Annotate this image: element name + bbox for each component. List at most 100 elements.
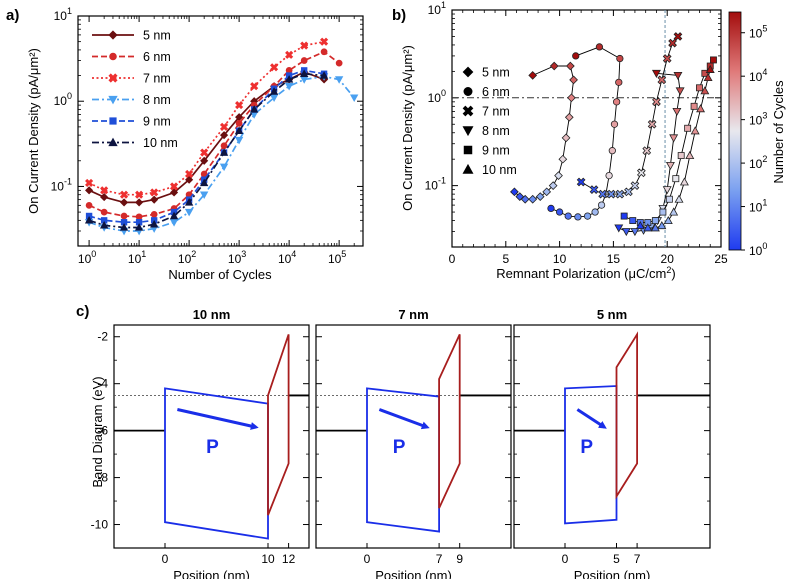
- polarization-label: P: [206, 437, 219, 458]
- panel-a-x-tick-label: 104: [278, 249, 296, 266]
- ferroelectric-band: [164, 387, 269, 540]
- panel-a-legend-label: 9 nm: [143, 115, 171, 129]
- panel-b-legend-label: 9 nm: [482, 144, 510, 158]
- panel-c-ylabel: Band Diagram (eV): [90, 376, 105, 487]
- band-diagram-title: 10 nm: [193, 307, 231, 322]
- panel-a-data-point: [169, 219, 179, 227]
- colorbar-tick-label: 105: [749, 24, 767, 41]
- panel-a-data-point: [270, 63, 279, 72]
- band-diagram-x-tick-label: 9: [456, 552, 463, 566]
- panel-b-y-tick-label: 100: [428, 88, 446, 105]
- panel-b-legend-marker: [462, 66, 474, 78]
- panel-b-data-point: [528, 194, 538, 204]
- panel-a-data-point: [250, 82, 259, 91]
- panel-b-series-line: [550, 46, 621, 218]
- panel-b-x-tick-label: 15: [607, 252, 621, 266]
- panel-a-x-tick-label: 100: [78, 249, 96, 266]
- panel-a-data-point: [219, 163, 229, 172]
- panel-b-data-point: [589, 185, 599, 195]
- band-diagram-x-tick-label: 10: [261, 552, 275, 566]
- panel-a-data-point: [199, 178, 209, 187]
- panel-a-data-point: [85, 201, 93, 209]
- panel-b-data-point: [621, 228, 631, 237]
- panel-b-data-point: [569, 75, 578, 85]
- panel-b-data-point: [549, 61, 559, 71]
- colorbar-ticks: 100 101 102 103 104 105: [741, 24, 767, 258]
- panel-b-data-point: [705, 64, 715, 73]
- dielectric-band: [438, 334, 461, 509]
- panel-b-series-line: [514, 65, 575, 200]
- panel-b-ticks: 0 5 10 15 20 25 10-1 100 101: [425, 0, 728, 266]
- panel-b-data-point: [674, 194, 684, 203]
- band-diagram-x-tick-label: 5: [613, 552, 620, 566]
- panel-b-legend-label: 8 nm: [482, 124, 510, 138]
- panel-a-data-point: [220, 142, 228, 150]
- ferroelectric-band: [564, 385, 618, 525]
- band-diagram-frame: [513, 324, 711, 549]
- panel-b-data-point: [700, 86, 710, 95]
- band-diagram-xlabel: Position (nm): [173, 568, 250, 579]
- panel-a-data-point: [300, 57, 308, 64]
- panel-a-data-point: [85, 186, 94, 195]
- panel-a-data-point: [135, 198, 144, 207]
- panel-b-data-point: [547, 204, 555, 213]
- panel-b-data-point: [690, 102, 698, 110]
- panel-b-data-point: [630, 181, 640, 190]
- panel-b-x-tick-label: 0: [449, 252, 456, 266]
- panel-b-data-point: [672, 175, 680, 183]
- panel-b-y-tick-label: 10-1: [425, 176, 446, 193]
- panel-b-data-point: [673, 71, 683, 81]
- panel-a-legend-label: 6 nm: [143, 50, 171, 64]
- panel-a-data-point: [300, 41, 309, 50]
- panel-b-x-tick-label: 20: [661, 252, 675, 266]
- panel-b-data-point: [635, 221, 645, 230]
- panel-b-data-point: [528, 71, 538, 80]
- panel-a-data-point: [169, 211, 179, 220]
- band-diagram-x-tick-label: 0: [364, 552, 371, 566]
- panel-b-data-point: [610, 120, 619, 128]
- panel-b-data-point: [685, 150, 695, 159]
- colorbar-tick-label: 100: [749, 241, 767, 258]
- panel-a-data-point: [120, 212, 128, 220]
- colorbar-tick-label: 101: [749, 198, 767, 215]
- panel-a-series-line: [88, 40, 325, 196]
- panel-b-legend-label: 10 nm: [482, 163, 517, 177]
- panel-a-data-point: [300, 69, 309, 77]
- panel-a-data-point: [184, 198, 194, 206]
- band-diagram-frame: [113, 324, 310, 549]
- panel-a-legend-label: 8 nm: [143, 93, 171, 107]
- panel-b-data-point: [535, 192, 545, 201]
- panel-b-data-point: [643, 223, 653, 232]
- panel-c-y-tick-label: -4: [97, 377, 108, 391]
- panel-a-data-point: [285, 50, 294, 59]
- panel-a-data-point: [219, 148, 229, 156]
- panel-b-data-point: [652, 97, 661, 107]
- panel-b-data-point: [608, 147, 616, 155]
- panel-a-x-tick-label: 105: [328, 249, 346, 266]
- panel-a-data-point: [100, 208, 108, 216]
- panel-b-data-point: [669, 134, 679, 143]
- panel-c-y-tick-label: -10: [91, 518, 109, 532]
- panel-a-legend-marker: [108, 137, 118, 147]
- panel-a-data-point: [320, 48, 328, 56]
- panel-b-xlabel: Remnant Polarization (μC/cm2): [496, 265, 675, 281]
- polarization-arrow: [378, 408, 430, 430]
- panel-b-data-point: [710, 56, 717, 64]
- panel-c-y-tick-label: -8: [97, 471, 108, 485]
- panel-b-data-point: [679, 177, 689, 186]
- panel-a-data-point: [199, 191, 209, 200]
- panel-a-data-point: [100, 186, 109, 195]
- panel-b-data-point: [659, 208, 667, 216]
- panel-b-data-point: [642, 146, 652, 156]
- panel-a-data-point: [84, 216, 94, 224]
- panel-a-data-point: [134, 223, 144, 231]
- panel-b-data-point: [650, 223, 660, 232]
- panel-b-data-point: [690, 126, 700, 135]
- panel-b-data-point: [572, 52, 580, 60]
- panel-b-data-point: [561, 133, 571, 143]
- polarization-arrow: [576, 408, 607, 429]
- panel-b-legend-label: 5 nm: [482, 66, 510, 80]
- panel-b-data-point: [657, 221, 667, 230]
- panel-b-data-point: [668, 38, 677, 48]
